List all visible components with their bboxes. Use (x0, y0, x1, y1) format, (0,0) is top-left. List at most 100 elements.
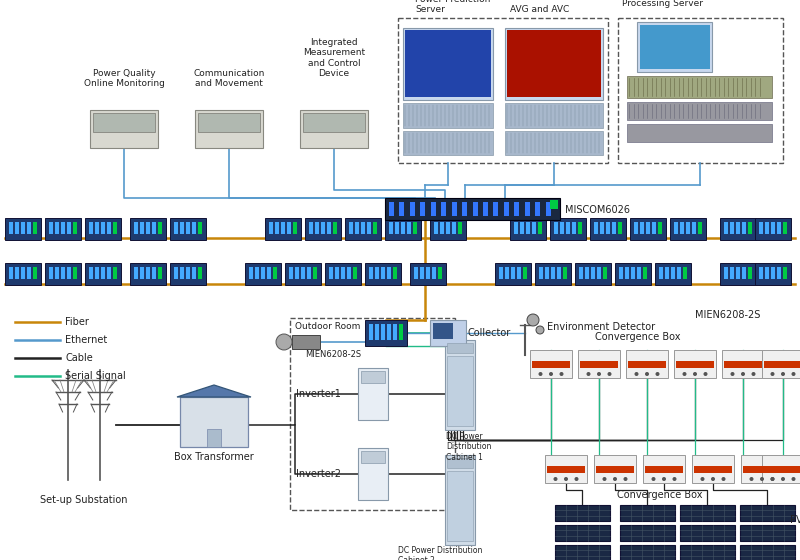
Bar (677, 267, 681, 279)
Bar (618, 222, 622, 234)
Circle shape (770, 477, 774, 481)
Bar (736, 267, 740, 279)
Bar (555, 505, 610, 521)
Bar (771, 267, 775, 279)
Bar (55, 267, 59, 279)
Bar (152, 222, 156, 234)
Bar (505, 267, 509, 279)
Bar (452, 222, 456, 234)
Circle shape (276, 334, 292, 350)
Bar (692, 222, 696, 234)
Bar (101, 267, 105, 279)
Bar (373, 222, 377, 234)
Bar (113, 267, 117, 279)
Bar (285, 263, 321, 285)
Bar (594, 455, 636, 483)
Bar (361, 222, 365, 234)
Bar (494, 202, 498, 216)
Bar (462, 202, 467, 216)
Bar (612, 222, 616, 234)
Bar (273, 267, 277, 279)
Bar (403, 28, 493, 100)
Bar (646, 222, 650, 234)
Bar (89, 222, 93, 234)
Circle shape (722, 477, 726, 481)
Bar (365, 320, 407, 346)
Bar (783, 222, 787, 234)
Circle shape (549, 372, 553, 376)
Bar (327, 222, 331, 234)
Bar (535, 202, 540, 216)
Bar (73, 267, 77, 279)
Bar (140, 222, 144, 234)
Bar (619, 267, 623, 279)
Bar (535, 263, 571, 285)
Bar (61, 222, 65, 234)
Bar (265, 218, 301, 240)
Bar (195, 110, 263, 148)
Circle shape (791, 372, 795, 376)
Bar (90, 110, 158, 148)
Bar (514, 222, 518, 234)
Bar (361, 451, 385, 463)
Bar (292, 335, 320, 349)
Bar (67, 222, 71, 234)
Circle shape (645, 372, 649, 376)
Bar (555, 545, 610, 560)
Bar (447, 471, 473, 541)
Bar (630, 218, 666, 240)
Bar (152, 267, 156, 279)
Bar (762, 455, 800, 483)
Bar (755, 218, 791, 240)
Text: Communication
and Movement: Communication and Movement (194, 69, 265, 88)
Circle shape (607, 372, 611, 376)
Bar (398, 18, 608, 163)
Bar (741, 455, 783, 483)
Bar (724, 267, 728, 279)
Bar (554, 222, 558, 234)
Text: Inverter2: Inverter2 (296, 469, 341, 479)
Bar (55, 222, 59, 234)
Bar (505, 28, 603, 100)
Circle shape (693, 372, 697, 376)
Bar (410, 202, 415, 216)
Bar (353, 267, 357, 279)
Bar (560, 222, 564, 234)
Bar (414, 267, 418, 279)
Bar (198, 222, 202, 234)
Bar (393, 267, 397, 279)
Bar (45, 263, 81, 285)
Text: DC Power
Distribution
Cabinet 1: DC Power Distribution Cabinet 1 (446, 432, 491, 462)
Bar (618, 222, 622, 234)
Bar (389, 222, 393, 234)
Bar (507, 30, 601, 96)
Bar (146, 267, 150, 279)
Bar (325, 263, 361, 285)
Text: Weather Forecast Data
Processing Server: Weather Forecast Data Processing Server (622, 0, 726, 8)
Bar (736, 222, 740, 234)
Bar (303, 113, 365, 132)
Bar (748, 222, 752, 234)
Bar (683, 267, 687, 279)
Bar (186, 222, 190, 234)
Bar (438, 267, 442, 279)
Bar (27, 267, 31, 279)
Bar (93, 113, 155, 132)
Bar (49, 222, 53, 234)
Bar (674, 222, 678, 234)
Bar (530, 350, 572, 378)
Bar (483, 202, 488, 216)
Bar (405, 30, 491, 96)
Bar (434, 222, 438, 234)
Bar (578, 222, 582, 234)
Bar (267, 267, 271, 279)
Bar (722, 350, 764, 378)
Circle shape (651, 477, 655, 481)
Bar (597, 267, 601, 279)
Bar (130, 263, 166, 285)
Bar (643, 267, 647, 279)
Circle shape (760, 477, 764, 481)
Bar (281, 222, 285, 234)
Bar (591, 267, 595, 279)
Bar (659, 267, 663, 279)
